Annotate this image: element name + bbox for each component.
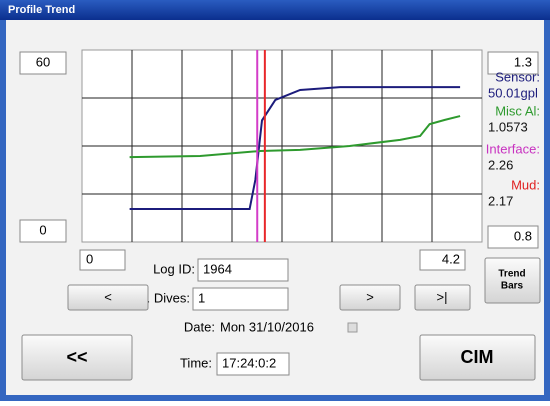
- cim-button[interactable]: [419, 334, 536, 381]
- date: Mon 31/10/2016: [220, 319, 314, 334]
- last-button[interactable]: [414, 284, 471, 311]
- back-button[interactable]: [21, 334, 133, 381]
- trend-bars-button[interactable]: [484, 257, 541, 304]
- readout-value: 2.26: [488, 157, 513, 172]
- y-min: 0: [39, 222, 46, 237]
- back-label: <<: [66, 347, 87, 367]
- date-dropdown[interactable]: [347, 322, 358, 333]
- readout-value: 2.17: [488, 193, 513, 208]
- title-bar: [0, 0, 550, 20]
- cim-label: CIM: [461, 347, 494, 367]
- date-label: Date:: [184, 319, 215, 334]
- trend-bars-label: Bars: [501, 281, 524, 292]
- readout-value: 1.0573: [488, 119, 528, 134]
- y-max: 60: [36, 54, 50, 69]
- x-max: 4.2: [442, 251, 460, 266]
- next-label: >: [366, 289, 374, 304]
- trend-bars-label: Trend: [498, 269, 525, 280]
- y2-min-box: [487, 225, 539, 249]
- time: 17:24:0:2: [222, 355, 276, 370]
- y-max-box: [19, 51, 67, 75]
- readout-label: Sensor:: [495, 69, 540, 84]
- log-id-label: Log ID:: [153, 261, 195, 276]
- trend-line: [129, 115, 461, 159]
- y2-max: 1.3: [514, 54, 532, 69]
- x-min: 0: [86, 251, 93, 266]
- readout-label: Mud:: [511, 177, 540, 192]
- readout-value: 50.01gpl: [488, 85, 538, 100]
- y2-min: 0.8: [514, 228, 532, 243]
- prev-label: <: [104, 289, 112, 304]
- y-min-box: [19, 219, 67, 243]
- readout-label: Interface:: [486, 141, 540, 156]
- log-id-input[interactable]: [197, 258, 289, 282]
- time-label: Time:: [180, 355, 212, 370]
- prev-button[interactable]: [67, 284, 149, 311]
- trend-line: [129, 86, 461, 211]
- x-max-box: [419, 249, 466, 271]
- time-input[interactable]: [216, 352, 290, 376]
- x-min-box: [79, 249, 126, 271]
- dives-input[interactable]: [192, 287, 289, 311]
- next-button[interactable]: [339, 284, 401, 311]
- readout-label: Misc Al:: [495, 103, 540, 118]
- dives: 1: [198, 290, 205, 305]
- window-title: Profile Trend: [8, 4, 75, 16]
- log-id: 1964: [203, 261, 232, 276]
- y2-max-box: [487, 51, 539, 75]
- last-label: >|: [437, 289, 448, 304]
